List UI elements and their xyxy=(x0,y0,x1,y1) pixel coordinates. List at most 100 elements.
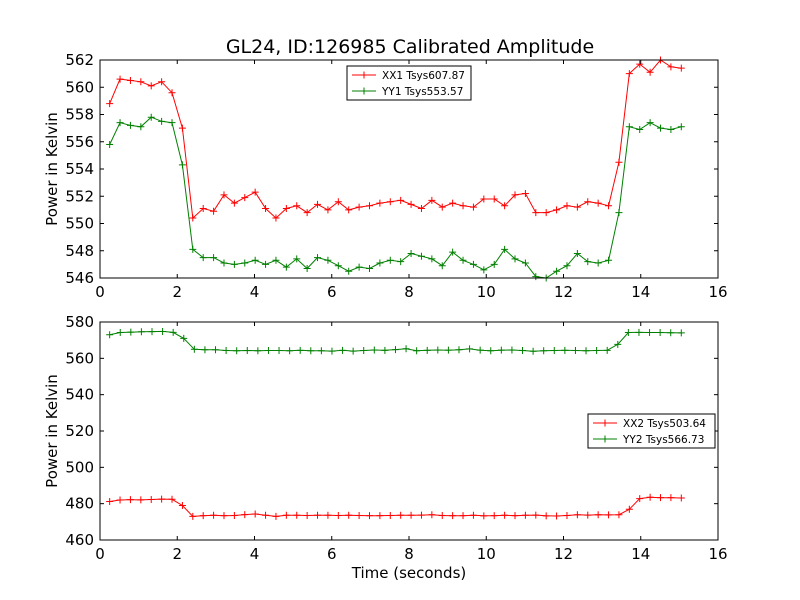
data-point-marker xyxy=(625,123,633,131)
data-point-marker xyxy=(657,494,665,502)
data-point-marker xyxy=(553,512,561,520)
data-point-marker xyxy=(542,209,550,217)
data-point-marker xyxy=(370,346,378,354)
data-point-marker xyxy=(264,347,272,355)
data-point-marker xyxy=(233,347,241,355)
data-point-marker xyxy=(282,511,290,519)
data-point-marker xyxy=(126,496,134,504)
data-point-marker xyxy=(158,78,166,86)
data-point-marker xyxy=(293,202,301,210)
data-point-marker xyxy=(355,511,363,519)
x-tick-label: 10 xyxy=(477,545,496,563)
data-point-marker xyxy=(615,511,623,519)
data-point-marker xyxy=(178,161,186,169)
data-point-marker xyxy=(391,346,399,354)
data-point-marker xyxy=(365,512,373,520)
data-point-marker xyxy=(137,123,145,131)
data-point-marker xyxy=(532,511,540,519)
data-point-marker xyxy=(126,76,134,84)
data-point-marker xyxy=(490,512,498,520)
data-point-marker xyxy=(455,346,463,354)
y-tick-label: 580 xyxy=(65,313,94,331)
data-point-marker xyxy=(497,346,505,354)
data-point-marker xyxy=(407,200,415,208)
data-point-marker xyxy=(553,267,561,275)
data-point-marker xyxy=(573,511,581,519)
data-point-marker xyxy=(573,249,581,257)
y-tick-label: 552 xyxy=(65,187,94,205)
data-point-marker xyxy=(397,258,405,266)
data-point-marker xyxy=(438,511,446,519)
y-tick-label: 562 xyxy=(65,51,94,69)
data-point-marker xyxy=(159,327,167,335)
data-point-marker xyxy=(137,496,145,504)
data-point-marker xyxy=(582,347,590,355)
data-point-marker xyxy=(636,125,644,133)
data-point-marker xyxy=(334,511,342,519)
data-point-marker xyxy=(317,347,325,355)
data-point-marker xyxy=(511,512,519,520)
data-point-marker xyxy=(241,259,249,267)
series-2 xyxy=(106,113,685,282)
data-point-marker xyxy=(459,202,467,210)
y-axis-label: Power in Kelvin xyxy=(43,112,61,226)
data-point-marker xyxy=(355,203,363,211)
data-point-marker xyxy=(178,501,186,509)
data-point-marker xyxy=(178,124,186,132)
data-point-marker xyxy=(345,206,353,214)
data-point-marker xyxy=(272,214,280,222)
data-point-marker xyxy=(307,347,315,355)
data-point-marker xyxy=(501,511,509,519)
data-point-marker xyxy=(428,511,436,519)
data-point-marker xyxy=(635,328,643,336)
x-tick-label: 6 xyxy=(327,283,337,301)
y-tick-label: 480 xyxy=(65,495,94,513)
data-point-marker xyxy=(220,259,228,267)
x-tick-label: 16 xyxy=(708,545,727,563)
data-point-marker xyxy=(397,196,405,204)
data-point-marker xyxy=(210,511,218,519)
data-point-marker xyxy=(511,255,519,263)
data-point-marker xyxy=(511,191,519,199)
y-tick-label: 546 xyxy=(65,269,94,287)
data-point-marker xyxy=(656,329,664,337)
data-point-marker xyxy=(293,511,301,519)
data-point-marker xyxy=(137,78,145,86)
data-point-marker xyxy=(106,100,114,108)
data-point-marker xyxy=(625,505,633,513)
data-point-marker xyxy=(573,203,581,211)
data-point-marker xyxy=(466,345,474,353)
data-point-marker xyxy=(563,262,571,270)
data-point-marker xyxy=(615,158,623,166)
data-point-marker xyxy=(303,511,311,519)
data-point-marker xyxy=(584,198,592,206)
data-point-marker xyxy=(116,75,124,83)
data-point-marker xyxy=(584,258,592,266)
x-tick-label: 14 xyxy=(631,283,650,301)
data-point-marker xyxy=(303,264,311,272)
y-axis-label: Power in Kelvin xyxy=(43,374,61,488)
data-point-marker xyxy=(241,511,249,519)
data-point-marker xyxy=(262,511,270,519)
data-point-marker xyxy=(490,195,498,203)
data-point-marker xyxy=(521,511,529,519)
x-tick-label: 2 xyxy=(172,283,182,301)
data-point-marker xyxy=(615,209,623,217)
data-point-marker xyxy=(386,198,394,206)
data-point-marker xyxy=(449,248,457,256)
data-point-marker xyxy=(625,70,633,78)
data-point-marker xyxy=(677,494,685,502)
data-point-marker xyxy=(646,329,654,337)
legend: XX2 Tsys503.64 YY2 Tsys566.73 xyxy=(587,413,716,449)
data-point-marker xyxy=(314,511,322,519)
data-point-marker xyxy=(501,202,509,210)
data-point-marker xyxy=(386,511,394,519)
data-point-marker xyxy=(521,190,529,198)
data-point-marker xyxy=(646,493,654,501)
data-point-marker xyxy=(106,497,114,505)
data-point-marker xyxy=(571,347,579,355)
data-point-marker xyxy=(282,205,290,213)
data-point-marker xyxy=(469,203,477,211)
data-point-marker xyxy=(519,347,527,355)
